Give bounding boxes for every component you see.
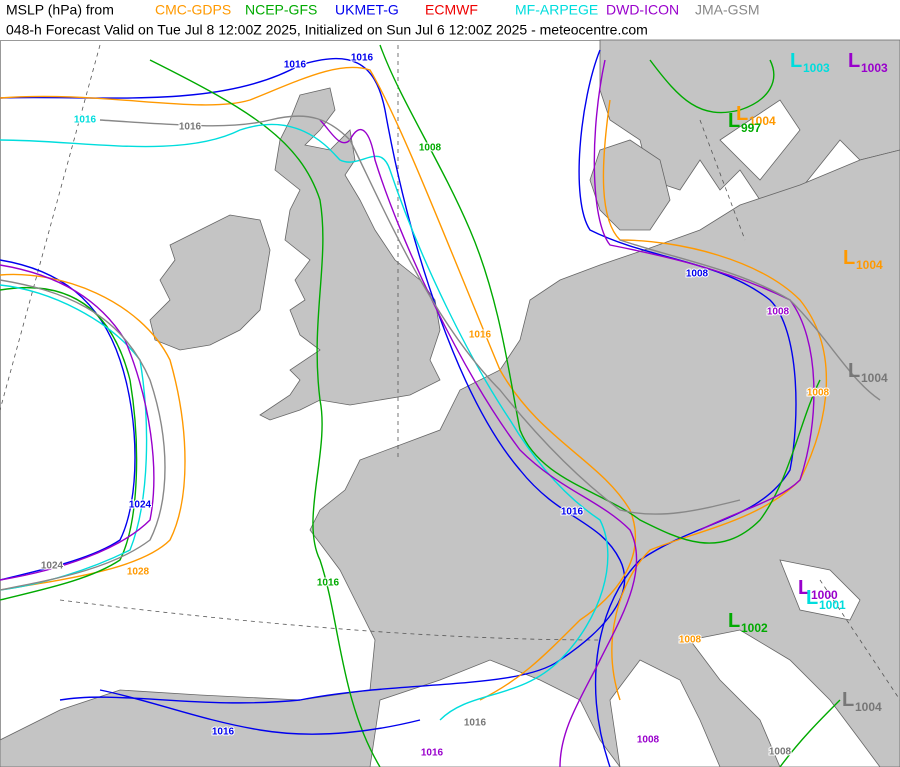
contour-label: 1016	[179, 122, 202, 133]
contour-label: 1016	[284, 60, 307, 71]
sea	[779, 559, 861, 621]
contour-label: 1016	[351, 53, 374, 64]
low-letter: L	[798, 577, 810, 599]
header: MSLP (hPa) from 048-h Forecast Valid on …	[6, 2, 760, 38]
low-pressure: 1004	[856, 258, 883, 272]
contour-label: 1024	[129, 500, 152, 511]
contour-label: 1008	[767, 307, 790, 318]
contour-label: 1024	[41, 561, 64, 572]
isobar	[0, 66, 636, 701]
low-letter: L	[848, 50, 860, 72]
isobar	[0, 57, 626, 704]
model-name: MF-ARPEGE	[515, 2, 598, 18]
low-letter: L	[843, 247, 855, 269]
low-pressure: 1004	[861, 371, 888, 385]
contour-label: 1016	[74, 115, 97, 126]
isobar	[99, 115, 741, 515]
low-letter: L	[842, 689, 854, 711]
low-letter: L	[736, 103, 748, 125]
model-name: ECMWF	[425, 2, 478, 18]
subtitle: 048-h Forecast Valid on Tue Jul 8 12:00Z…	[6, 22, 648, 38]
contour-label: 1008	[679, 635, 702, 646]
graticule	[699, 119, 746, 241]
isobar	[779, 699, 841, 767]
land	[0, 149, 900, 767]
isobar	[649, 59, 775, 114]
low-pressure: 1003	[861, 61, 888, 75]
isobar	[578, 49, 797, 767]
low-pressure: 1001	[819, 598, 846, 612]
sea	[369, 659, 621, 767]
low-pressure: 1002	[741, 621, 768, 635]
contour-label: 1008	[419, 143, 442, 154]
contour-label: 1028	[127, 567, 150, 578]
isobar	[0, 279, 166, 591]
contour-label: 1016	[561, 507, 584, 518]
isobar	[319, 119, 638, 767]
land	[149, 214, 271, 351]
low-letter: L	[728, 610, 740, 632]
sea	[609, 659, 721, 767]
model-name: UKMET-G	[335, 2, 399, 18]
low-pressure: 1004	[855, 700, 882, 714]
model-name: JMA-GSM	[695, 2, 760, 18]
contour-label: 1016	[317, 578, 340, 589]
model-name: CMC-GDPS	[155, 2, 231, 18]
low-pressure: 1000	[811, 588, 838, 602]
low-letter: L	[728, 110, 740, 132]
isobar	[0, 284, 148, 591]
sea	[689, 629, 881, 767]
contour-label: 1008	[637, 735, 660, 746]
land	[589, 139, 671, 231]
contour-label: 1008	[769, 747, 792, 758]
isobar	[379, 44, 821, 544]
contour-label: 1016	[464, 718, 487, 729]
isobar	[0, 264, 155, 581]
graticule	[59, 599, 601, 641]
isobar	[619, 239, 881, 401]
low-pressure: 1004	[749, 114, 776, 128]
isobars	[0, 44, 881, 767]
contour-label: 1016	[421, 748, 444, 759]
isobar	[149, 59, 381, 767]
isobar	[602, 99, 828, 701]
low-pressure: 997	[741, 121, 761, 135]
low-pressure: 1003	[803, 61, 830, 75]
low-letter: L	[790, 50, 802, 72]
contour-label: 1016	[469, 330, 492, 341]
graticule	[0, 44, 101, 411]
contour-label: 1008	[686, 269, 709, 280]
contour-label: 1016	[212, 727, 235, 738]
low-letter: L	[806, 587, 818, 609]
model-name: DWD-ICON	[606, 2, 679, 18]
title-prefix: MSLP (hPa) from	[6, 2, 114, 18]
contour-label: 1008	[807, 388, 830, 399]
graticule	[819, 579, 900, 701]
isobar	[0, 123, 609, 721]
model-name: NCEP-GFS	[245, 2, 317, 18]
isobar	[0, 286, 138, 601]
isobar	[99, 689, 421, 735]
low-letter: L	[848, 360, 860, 382]
map-area	[0, 39, 900, 767]
sea	[719, 99, 801, 181]
